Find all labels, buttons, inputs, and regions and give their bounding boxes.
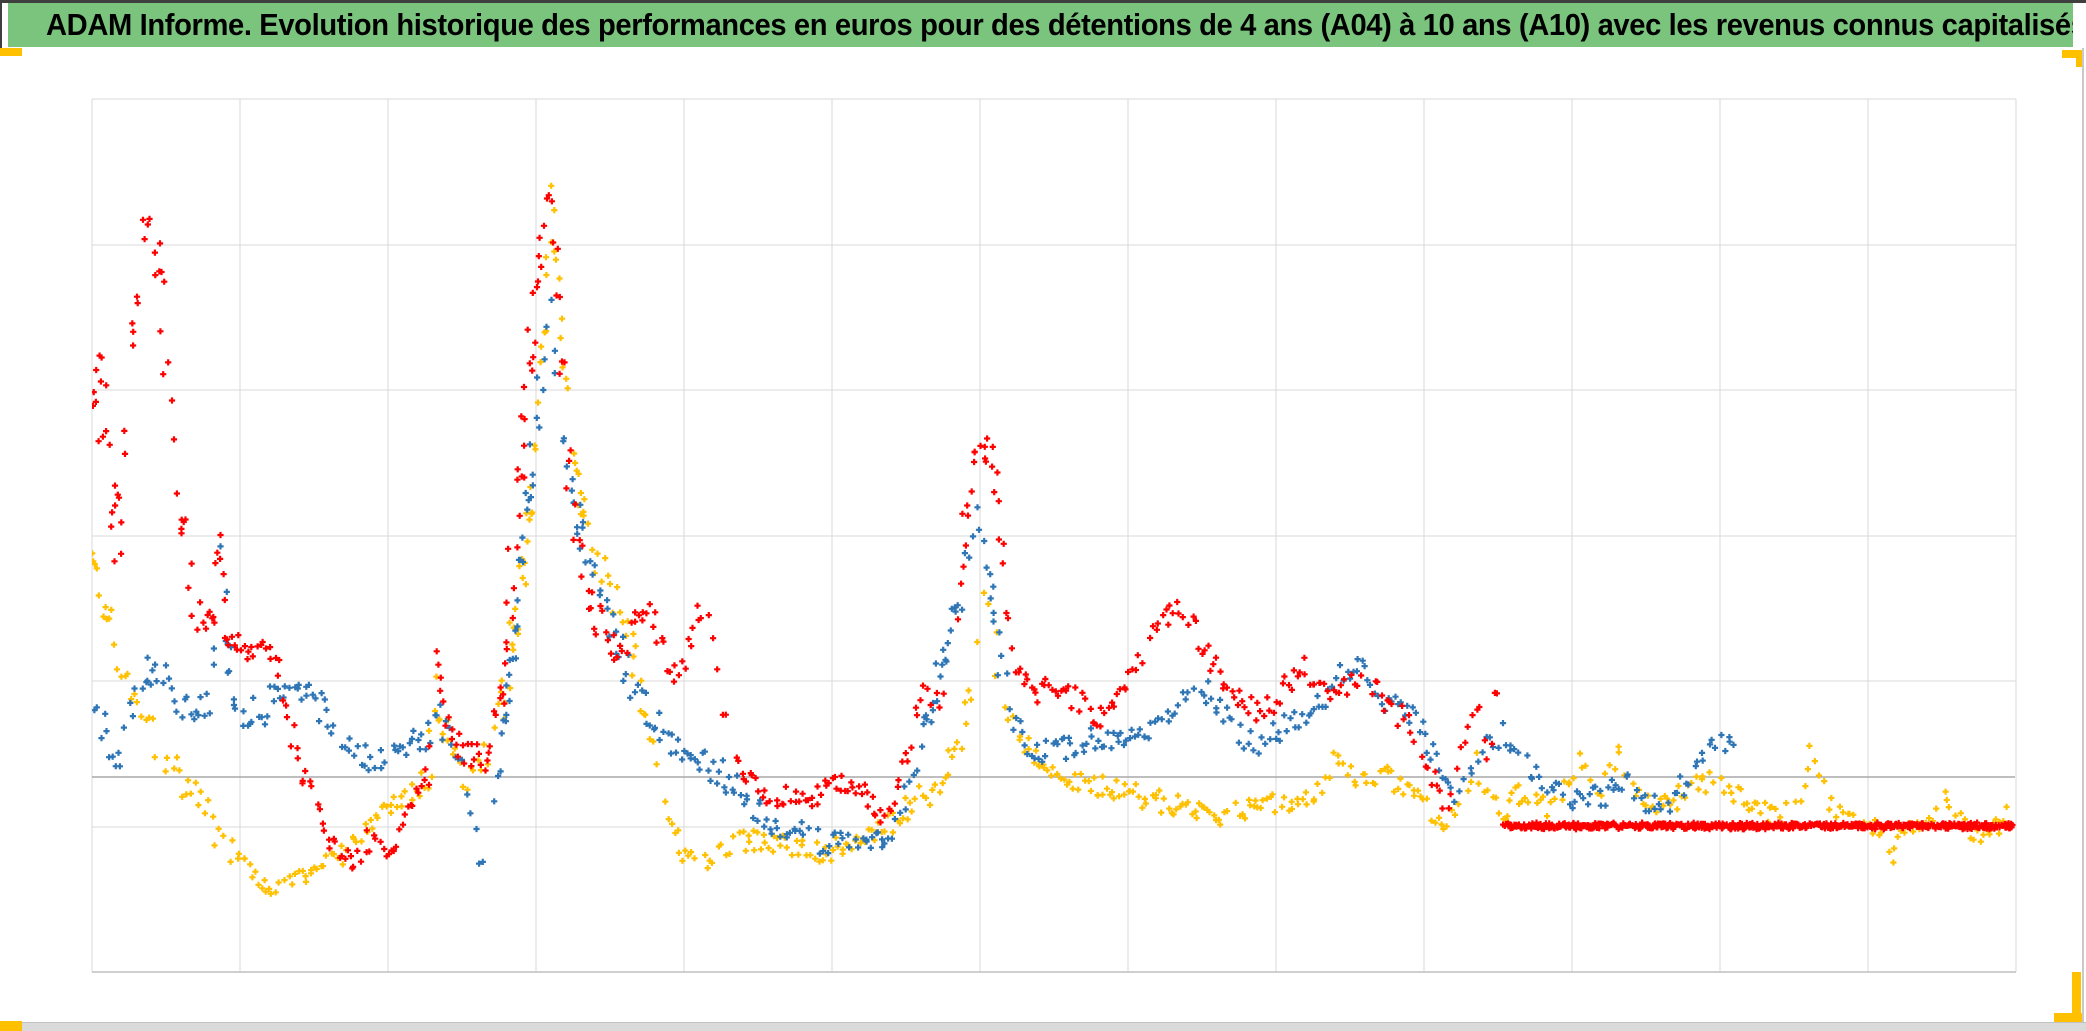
- window-left-edge: [0, 3, 2, 48]
- series-serie-rouge: [92, 192, 2016, 872]
- selection-handle-bottom-left[interactable]: [0, 1021, 22, 1031]
- chart-title-bar: ADAM Informe. Evolution historique des p…: [8, 3, 2073, 47]
- selection-handle-top-right[interactable]: [2062, 50, 2084, 58]
- window-right-edge: [2082, 48, 2084, 1031]
- selection-handle-top-right-vertical[interactable]: [2076, 50, 2084, 67]
- selection-handle-bottom-right[interactable]: [2054, 1013, 2082, 1022]
- selection-handle-bottom-right-vertical[interactable]: [2072, 972, 2081, 1021]
- window-top-border: [0, 0, 2086, 3]
- data-series-layer: [92, 182, 2016, 897]
- series-serie-jaune: [92, 182, 2010, 897]
- selection-handle-top-left[interactable]: [0, 48, 22, 56]
- page-title: ADAM Informe. Evolution historique des p…: [46, 7, 2073, 42]
- horizontal-scrollbar[interactable]: [0, 1022, 2086, 1031]
